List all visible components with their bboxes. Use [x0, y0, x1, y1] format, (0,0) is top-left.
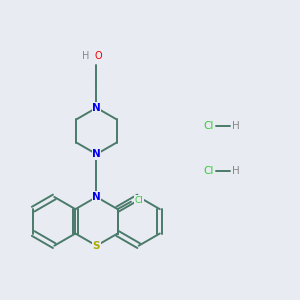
Text: O: O [94, 51, 102, 61]
Text: Cl: Cl [203, 166, 214, 176]
Text: Cl: Cl [135, 196, 144, 205]
Text: N: N [92, 192, 101, 202]
Text: N: N [92, 149, 101, 159]
Text: H: H [232, 121, 240, 131]
Text: Cl: Cl [203, 121, 214, 131]
Text: H: H [232, 166, 240, 176]
Text: H: H [82, 51, 89, 61]
Text: N: N [92, 103, 101, 113]
Text: S: S [93, 241, 100, 251]
